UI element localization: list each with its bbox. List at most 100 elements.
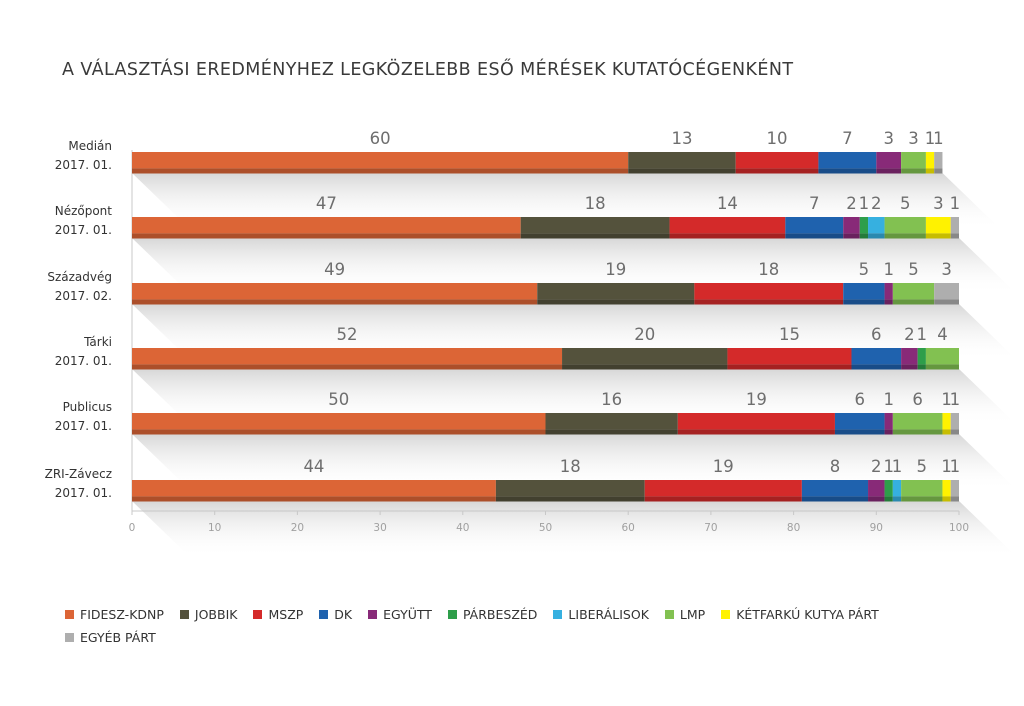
bar-shadow — [132, 501, 1017, 557]
bar-segment — [917, 348, 926, 365]
bar-segment-bottom — [785, 233, 844, 239]
data-label: 10 — [767, 129, 788, 148]
legend-swatch — [368, 610, 378, 619]
bar-segment — [884, 283, 893, 300]
bar-segment — [132, 413, 546, 430]
data-label: 3 — [908, 129, 919, 148]
data-label: 60 — [370, 129, 391, 148]
bar-segment-bottom — [884, 299, 893, 305]
category-date-label: 2017. 02. — [55, 289, 112, 303]
legend-label: JOBBIK — [194, 607, 238, 622]
bar-segment-bottom — [884, 233, 926, 239]
data-label: 2 — [871, 194, 882, 213]
bar-segment — [884, 480, 893, 497]
data-label: 5 — [859, 260, 870, 279]
x-tick-label: 20 — [291, 522, 304, 534]
bar-segment-bottom — [884, 496, 893, 502]
data-label: 1 — [917, 325, 928, 344]
legend-item: DK — [319, 607, 352, 622]
data-label: 5 — [917, 457, 928, 476]
data-label: 6 — [871, 325, 882, 344]
bar-segment-bottom — [950, 496, 959, 502]
bar-segment — [727, 348, 852, 365]
bar-segment — [520, 217, 670, 234]
bar-segment — [950, 413, 959, 430]
x-tick-label: 50 — [539, 522, 552, 534]
legend: FIDESZ-KDNP JOBBIK MSZP DK EGYÜTT PÁRBESZÉD LI… — [65, 607, 965, 653]
bar-segment-bottom — [132, 496, 496, 502]
x-tick-label: 80 — [787, 522, 800, 534]
bar-segment-bottom — [132, 233, 521, 239]
data-label: 1 — [925, 129, 936, 148]
bar-segment — [818, 152, 877, 169]
bar-segment-bottom — [950, 429, 959, 435]
bar-segment-bottom — [892, 496, 902, 502]
bar-segment-bottom — [868, 496, 885, 502]
bar-segment — [495, 480, 645, 497]
legend-swatch — [65, 610, 74, 619]
data-label: 47 — [316, 194, 337, 213]
legend-label: MSZP — [268, 607, 304, 622]
bar-segment-bottom — [901, 364, 918, 370]
data-label: 1 — [950, 390, 961, 409]
legend-swatch — [319, 610, 329, 619]
bar-segment — [942, 480, 951, 497]
category-date-label: 2017. 01. — [55, 486, 112, 500]
data-label: 6 — [855, 390, 866, 409]
data-label: 50 — [328, 390, 349, 409]
bar-segment — [859, 217, 869, 234]
bar-segment — [884, 413, 893, 430]
bar-segment — [942, 413, 951, 430]
data-label: 16 — [601, 390, 622, 409]
bar-shadow — [132, 434, 1017, 490]
legend-swatch — [253, 610, 263, 619]
legend-item: JOBBIK — [179, 607, 238, 622]
bar-segment — [644, 480, 802, 497]
data-label: 20 — [634, 325, 655, 344]
legend-item: LMP — [664, 607, 706, 622]
data-label: 3 — [933, 194, 944, 213]
bar-segment-bottom — [801, 496, 869, 502]
legend-label: EGYÉB PÁRT — [80, 630, 156, 645]
bar-segment-bottom — [950, 233, 959, 239]
bar-segment-bottom — [132, 364, 563, 370]
bar-segment-bottom — [851, 364, 902, 370]
bar-segment-bottom — [727, 364, 852, 370]
legend-label: PÁRBESZÉD — [462, 607, 538, 622]
category-label: ZRI-Závecz — [45, 467, 112, 481]
data-label: 2 — [871, 457, 882, 476]
bar-segment-bottom — [859, 233, 869, 239]
data-label: 1 — [941, 390, 952, 409]
bar-segment — [537, 283, 695, 300]
bar-segment — [694, 283, 844, 300]
legend-label: LMP — [679, 607, 706, 622]
x-tick-label: 100 — [949, 522, 969, 534]
legend-label: KÉTFARKÚ KUTYA PÁRT — [736, 607, 879, 622]
bar-segment-bottom — [520, 233, 670, 239]
data-label: 49 — [324, 260, 345, 279]
bar-segment — [132, 348, 563, 365]
data-label: 1 — [950, 194, 961, 213]
data-label: 44 — [303, 457, 324, 476]
bar-segment-bottom — [644, 496, 802, 502]
data-label: 1 — [933, 129, 944, 148]
data-label: 4 — [937, 325, 948, 344]
legend-item: EGYÜTT — [368, 607, 432, 622]
data-label: 19 — [746, 390, 767, 409]
category-label: Tárki — [83, 335, 112, 349]
bar-segment-bottom — [132, 168, 629, 174]
bar-segment — [876, 152, 902, 169]
bar-segment — [925, 152, 935, 169]
bar-segment — [132, 283, 538, 300]
bar-segment-bottom — [892, 429, 943, 435]
category-label: Nézőpont — [55, 204, 113, 218]
data-label: 19 — [713, 457, 734, 476]
data-label: 3 — [941, 260, 952, 279]
data-label: 6 — [912, 390, 923, 409]
data-label: 7 — [809, 194, 820, 213]
data-label: 18 — [758, 260, 779, 279]
data-label: 1 — [892, 457, 903, 476]
data-label: 19 — [605, 260, 626, 279]
bar-segment-bottom — [934, 168, 943, 174]
